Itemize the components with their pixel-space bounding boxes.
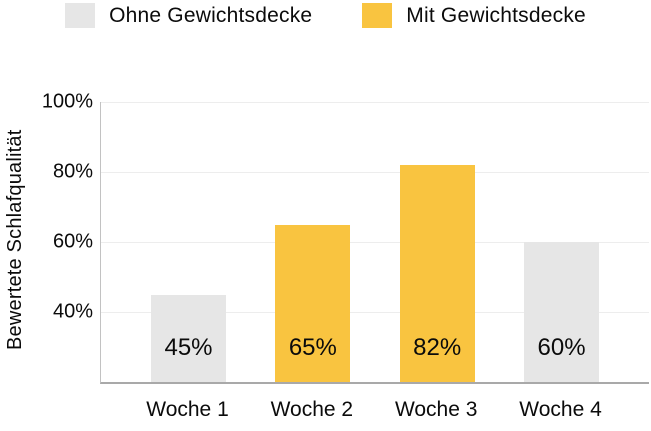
gridline-60: [101, 242, 649, 243]
legend-item-ohne-gewichtsdecke: Ohne Gewichtsdecke: [65, 3, 312, 28]
x-axis-labels: Woche 1 Woche 2 Woche 3 Woche 4: [100, 398, 648, 426]
bar-woche-3: 82%: [399, 165, 475, 382]
legend-item-mit-gewichtsdecke: Mit Gewichtsdecke: [362, 3, 586, 28]
x-axis-label-woche-4: Woche 4: [519, 398, 602, 421]
legend-label-mit-gewichtsdecke: Mit Gewichtsdecke: [406, 3, 586, 27]
bar-woche-1: 45%: [151, 294, 227, 382]
bar-value-label-woche-1: 45%: [164, 334, 213, 361]
legend-swatch-ohne-gewichtsdecke: [65, 3, 96, 28]
gridline-80: [101, 172, 649, 173]
bar-value-label-woche-2: 65%: [288, 334, 337, 361]
x-axis-label-woche-2: Woche 2: [270, 398, 354, 421]
y-tick-label-80: 80%: [52, 160, 93, 183]
x-axis-label-woche-3: Woche 3: [394, 398, 478, 421]
y-tick-label-40: 40%: [52, 300, 93, 323]
bar-value-label-woche-3: 82%: [413, 334, 462, 361]
y-tick-label-100: 100%: [41, 90, 93, 113]
bar-woche-4: 60%: [524, 242, 600, 382]
bar-value-label-woche-4: 60%: [537, 334, 586, 361]
x-axis-label-woche-1: Woche 1: [146, 398, 229, 421]
plot-area: 45% 65% 82% 60%: [100, 102, 649, 384]
y-axis-tick-labels: 100% 80% 60% 40%: [0, 91, 93, 382]
y-tick-label-60: 60%: [52, 230, 93, 253]
gridline-100: [101, 102, 649, 103]
chart-legend: Ohne Gewichtsdecke Mit Gewichtsdecke: [0, 0, 651, 28]
bar-woche-2: 65%: [275, 224, 351, 382]
legend-label-ohne-gewichtsdecke: Ohne Gewichtsdecke: [109, 3, 313, 27]
gridline-40: [101, 312, 649, 313]
legend-swatch-mit-gewichtsdecke: [362, 3, 393, 28]
